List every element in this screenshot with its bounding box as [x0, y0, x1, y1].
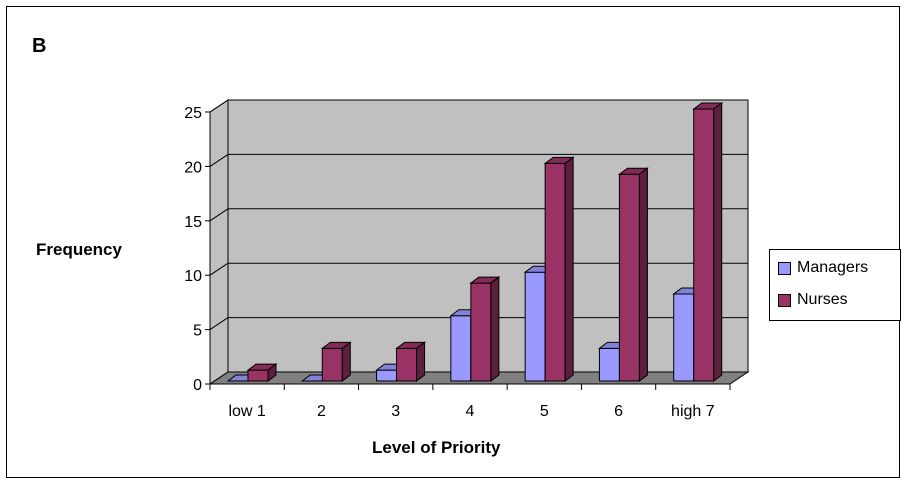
- bar-front: [397, 348, 417, 381]
- x-tick-label: 5: [540, 403, 549, 420]
- bar-side: [639, 168, 647, 381]
- legend-swatch-managers: [778, 262, 791, 275]
- bar-nurses-0: [248, 364, 276, 381]
- x-axis-ticks: low 1 2 3 4 5 6 high 7: [210, 384, 730, 420]
- y-tick-label: 5: [193, 323, 202, 340]
- legend-item-managers: Managers: [778, 257, 868, 279]
- bar-nurses-4: [545, 157, 573, 381]
- bar-nurses-3: [471, 277, 499, 381]
- x-tick-label: 4: [466, 403, 475, 420]
- legend-item-nurses: Nurses: [778, 289, 848, 311]
- bar-front: [674, 294, 694, 381]
- bar-front: [599, 348, 619, 381]
- y-tick-label: 0: [193, 377, 202, 394]
- bar-front: [619, 174, 639, 381]
- y-tick-label: 15: [184, 214, 202, 231]
- x-tick-label: 3: [391, 403, 400, 420]
- bar-side: [714, 103, 722, 381]
- bar-nurses-2: [397, 342, 425, 381]
- bar-front: [694, 109, 714, 381]
- bar-nurses-1: [322, 342, 350, 381]
- bar-front: [471, 283, 491, 381]
- y-axis-label: Frequency: [36, 240, 122, 260]
- y-tick-label: 25: [184, 105, 202, 122]
- bar-side: [565, 157, 573, 381]
- bar-front: [248, 370, 268, 381]
- bar-front: [525, 272, 545, 381]
- bar-front: [545, 163, 565, 381]
- bar-side: [417, 342, 425, 381]
- panel-label: B: [32, 35, 46, 58]
- bar-front: [322, 348, 342, 381]
- bar-front: [377, 370, 397, 381]
- x-tick-label: low 1: [228, 403, 265, 420]
- x-axis-label: Level of Priority: [372, 438, 500, 458]
- y-tick-label: 10: [184, 268, 202, 285]
- y-tick-label: 20: [184, 159, 202, 176]
- legend: Managers Nurses: [769, 249, 901, 321]
- y-axis-ticks: 0 5 10 15 20 25: [184, 105, 210, 394]
- x-tick-label: 2: [317, 403, 326, 420]
- legend-label-nurses: Nurses: [797, 291, 848, 309]
- bar-side: [342, 342, 350, 381]
- x-tick-label: 6: [614, 403, 623, 420]
- legend-label-managers: Managers: [797, 259, 868, 277]
- bar-nurses-6: [694, 103, 722, 381]
- bar-nurses-5: [619, 168, 647, 381]
- bar-front: [451, 316, 471, 381]
- x-tick-label: high 7: [671, 403, 715, 420]
- side-wall: [210, 100, 228, 384]
- legend-swatch-nurses: [778, 294, 791, 307]
- bar-side: [491, 277, 499, 381]
